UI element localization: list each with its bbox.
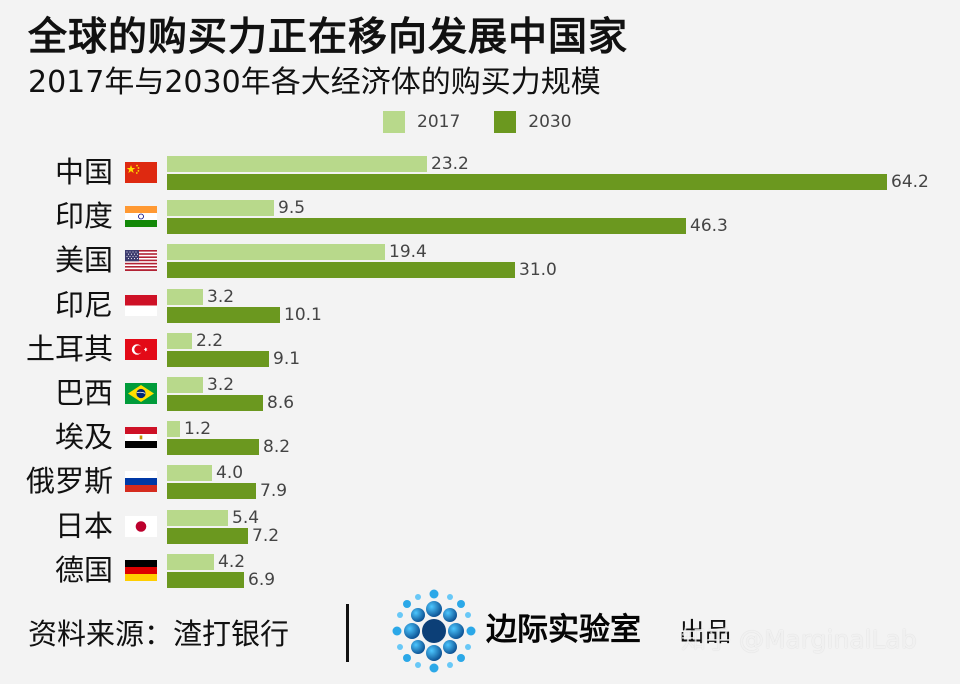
bar-2017-日本 (167, 509, 228, 526)
bar-2030-美国 (167, 262, 515, 279)
legend-swatch-2017 (383, 111, 405, 133)
bar-2030-俄罗斯 (167, 483, 256, 500)
india-flag-icon (125, 206, 157, 228)
bar-2017-中国 (167, 156, 427, 172)
bar-2017-土耳其 (167, 332, 192, 349)
bar-2017-德国 (167, 553, 214, 570)
watermark: 知乎 @MarginalLab (681, 625, 917, 654)
legend-item-2017: 2017 (383, 111, 460, 133)
data-label: 3.2 (207, 375, 235, 395)
bar-2030-土耳其 (167, 350, 269, 367)
bar-2030-印度 (167, 218, 686, 235)
data-label: 8.2 (263, 437, 291, 458)
chart-legend: 2017 2030 (383, 109, 606, 135)
category-label: 俄罗斯 (25, 464, 113, 499)
bar-2017-俄罗斯 (167, 465, 212, 482)
indonesia-flag-icon (125, 294, 157, 316)
bar-2017-埃及 (167, 421, 180, 438)
data-label: 10.1 (284, 304, 322, 325)
data-label: 2.2 (196, 330, 224, 351)
data-label: 7.9 (260, 481, 288, 502)
china-flag-icon (125, 162, 157, 183)
data-label: 8.6 (267, 393, 295, 413)
data-label: 6.9 (248, 569, 276, 590)
bar-2030-日本 (167, 527, 248, 544)
category-label: 印尼 (54, 287, 113, 322)
legend-item-2030: 2030 (494, 111, 572, 133)
bar-2030-埃及 (167, 439, 259, 456)
bar-2030-印尼 (167, 306, 280, 323)
turkey-flag-icon (125, 338, 157, 360)
category-label: 美国 (54, 243, 113, 278)
footer-divider (346, 604, 349, 662)
data-label: 4.0 (216, 463, 244, 484)
legend-swatch-2030 (494, 111, 517, 133)
category-label: 土耳其 (25, 331, 113, 366)
brand-name: 边际实验室 (486, 612, 641, 648)
category-label: 巴西 (54, 376, 113, 410)
category-label: 中国 (54, 155, 113, 189)
data-label: 5.4 (232, 507, 260, 528)
category-label: 德国 (54, 552, 113, 587)
data-label: 7.2 (252, 525, 280, 546)
data-label: 3.2 (207, 286, 235, 307)
source-note: 资料来源：渣打银行 (28, 617, 290, 651)
dots-logo-icon (388, 585, 480, 677)
bar-2017-印尼 (167, 288, 203, 305)
data-label: 19.4 (389, 242, 427, 263)
brazil-flag-icon (125, 383, 157, 404)
bar-2017-美国 (167, 244, 385, 261)
chart-subtitle: 2017年与2030年各大经济体的购买力规模 (28, 65, 601, 100)
usa-flag-icon (125, 250, 157, 272)
legend-label-2017: 2017 (417, 112, 461, 132)
data-label: 31.0 (519, 260, 557, 281)
russia-flag-icon (125, 471, 157, 493)
egypt-flag-icon (125, 427, 157, 449)
bar-2017-印度 (167, 200, 274, 217)
category-label: 日本 (54, 508, 113, 543)
japan-flag-icon (125, 515, 157, 537)
bar-2030-德国 (167, 571, 244, 588)
category-label: 印度 (54, 199, 113, 234)
chart-title: 全球的购买力正在移向发展中国家 (28, 15, 629, 60)
germany-flag-icon (125, 559, 157, 581)
bar-2017-巴西 (167, 377, 203, 393)
legend-label-2030: 2030 (528, 112, 572, 132)
data-label: 64.2 (891, 172, 929, 192)
bar-chart: 中国 23.2 64.2 印度 9.5 46.3 美国 19.4 31.0 印尼 3.2 10.1 土耳… (25, 154, 929, 590)
data-label: 9.1 (273, 348, 301, 369)
data-label: 9.5 (278, 198, 306, 219)
data-label: 4.2 (218, 551, 246, 572)
data-label: 23.2 (431, 154, 469, 174)
bar-2030-巴西 (167, 395, 263, 411)
data-label: 1.2 (184, 419, 212, 440)
bar-2030-中国 (167, 174, 887, 190)
brand-produced: 出品 (679, 618, 732, 648)
data-label: 46.3 (690, 216, 728, 237)
category-label: 埃及 (54, 420, 113, 455)
